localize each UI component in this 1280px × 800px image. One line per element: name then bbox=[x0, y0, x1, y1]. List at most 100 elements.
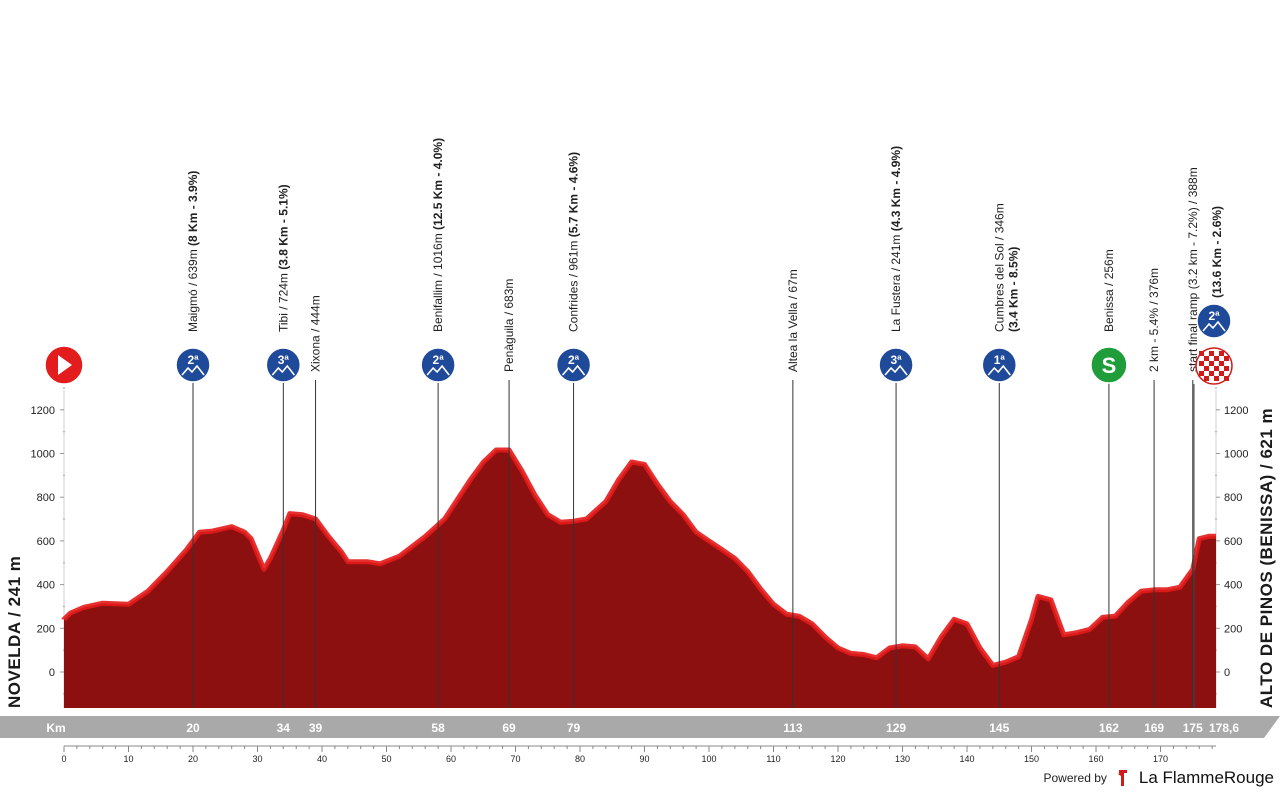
mountain-icon bbox=[271, 364, 295, 376]
mountain-icon bbox=[561, 364, 586, 376]
km-tick-label: 130 bbox=[895, 754, 910, 764]
y-minor-dot-right bbox=[1215, 387, 1217, 389]
km-tick-label: 50 bbox=[382, 754, 392, 764]
y-minor-dot-left bbox=[63, 561, 65, 564]
play-icon bbox=[58, 355, 72, 375]
km-point-label: 145 bbox=[989, 721, 1009, 735]
km-point-label: 79 bbox=[567, 721, 581, 735]
km-tick-label: 80 bbox=[575, 754, 585, 764]
point-name: La Fustera / 241m bbox=[889, 235, 903, 332]
start-label: NOVELDA / 241 m bbox=[5, 556, 24, 708]
y-minor-dot-right bbox=[1215, 430, 1217, 433]
point-name: Xixona / 444m bbox=[309, 295, 323, 372]
y-tick-label-right: 1200 bbox=[1224, 405, 1248, 417]
mountain-icon bbox=[987, 364, 1011, 376]
y-tick-label-right: 600 bbox=[1224, 536, 1242, 548]
finish-checker bbox=[1199, 361, 1204, 366]
climb-badge-circle bbox=[420, 347, 456, 383]
point-detail: (12.5 Km - 4.0%) bbox=[431, 138, 445, 233]
km-total-label: 178,6 bbox=[1209, 721, 1239, 735]
climb-badge-circle bbox=[878, 347, 914, 383]
point-name-label: Altea la Vella / 67m bbox=[786, 269, 800, 372]
y-minor-dot-right bbox=[1215, 518, 1217, 520]
climb-badge: 1ª bbox=[981, 347, 1018, 383]
km-point-label: 39 bbox=[309, 721, 323, 735]
finish-checker bbox=[1204, 356, 1209, 361]
y-tick-label-right: 0 bbox=[1224, 667, 1230, 679]
point-name: Confrides / 961m bbox=[567, 241, 581, 332]
finish-checker bbox=[1219, 351, 1224, 356]
point-detail: (8 Km - 3.9%) bbox=[186, 171, 200, 250]
point-name-label: Confrides / 961m (5.7 Km - 4.6%) bbox=[567, 152, 581, 332]
km-point-label: 129 bbox=[886, 721, 906, 735]
point-detail: (5.7 Km - 4.6%) bbox=[567, 152, 581, 241]
km-tick-label: 70 bbox=[511, 754, 521, 764]
sprint-circle bbox=[1090, 346, 1128, 384]
mountain-icon bbox=[181, 364, 205, 376]
finish-checker bbox=[1214, 356, 1219, 361]
y-tick-label-left: 1200 bbox=[31, 405, 55, 417]
km-point-label: 20 bbox=[186, 721, 200, 735]
km-point-label: 113 bbox=[783, 721, 803, 735]
km-axis-title: Km bbox=[46, 721, 65, 735]
climb-category-label: 2ª bbox=[433, 353, 445, 367]
y-minor-dot-right bbox=[1215, 474, 1217, 477]
km-tick-label: 20 bbox=[188, 754, 198, 764]
km-tick-label: 170 bbox=[1153, 754, 1168, 764]
finish-climb-detail: (13.6 Km - 2.6%) bbox=[1210, 206, 1224, 298]
point-detail: (3.8 Km - 5.1%) bbox=[276, 184, 290, 273]
point-detail: (4.3 Km - 4.9%) bbox=[889, 146, 903, 235]
y-minor-dot-left bbox=[63, 387, 65, 389]
profile-edge bbox=[61, 447, 1216, 668]
km-point-label: 162 bbox=[1099, 721, 1119, 735]
finish-badge bbox=[1195, 347, 1233, 385]
point-name: 2 km - 5.4% / 376m bbox=[1147, 268, 1161, 372]
mountain-icon bbox=[1202, 320, 1226, 332]
point-name: Benifallim / 1016m bbox=[431, 233, 445, 332]
km-tick-label: 100 bbox=[702, 754, 717, 764]
finish-checker bbox=[1224, 366, 1229, 371]
y-tick-label-left: 1000 bbox=[31, 449, 55, 461]
climb-badge-circle bbox=[555, 347, 592, 383]
km-tick-label: 10 bbox=[123, 754, 133, 764]
climb-category-label: 3ª bbox=[278, 353, 290, 367]
climb-category-label: 2ª bbox=[1208, 309, 1220, 323]
finish-checker bbox=[1219, 371, 1224, 376]
km-tick-label: 40 bbox=[317, 754, 327, 764]
climb-badge: 3ª bbox=[878, 347, 914, 383]
km-point-label: 175 bbox=[1183, 721, 1203, 735]
point-name-label: Penàguila / 683m bbox=[502, 279, 516, 372]
climb-badge: 3ª bbox=[265, 347, 302, 383]
y-tick-label-left: 800 bbox=[37, 492, 55, 504]
point-name-label: Benifallim / 1016m (12.5 Km - 4.0%) bbox=[431, 138, 445, 332]
profile-area bbox=[64, 450, 1216, 708]
point-name: Maigmó / 639m bbox=[186, 249, 200, 332]
km-tick-label: 30 bbox=[252, 754, 262, 764]
mountain-icon bbox=[426, 364, 450, 376]
point-name-label: 2 km - 5.4% / 376m bbox=[1147, 268, 1161, 372]
y-tick-label-left: 600 bbox=[37, 536, 55, 548]
marker-badges-layer: 2ª 3ª 2ª 2ª 3ª 1ª S 2ª bbox=[44, 303, 1233, 385]
km-bar bbox=[0, 716, 1280, 738]
sprint-badge: S bbox=[1090, 346, 1128, 384]
powered-by-text: Powered by bbox=[1043, 771, 1107, 785]
y-tick-label-left: 200 bbox=[37, 623, 55, 635]
sprint-letter: S bbox=[1102, 353, 1117, 378]
y-tick-label-right: 1000 bbox=[1224, 449, 1248, 461]
y-minor-dot-left bbox=[63, 430, 65, 433]
finish-checker bbox=[1214, 366, 1219, 371]
y-tick-label-left: 400 bbox=[37, 580, 55, 592]
km-tick-label: 60 bbox=[446, 754, 456, 764]
finish-checker bbox=[1204, 376, 1209, 381]
y-tick-label-right: 800 bbox=[1224, 492, 1242, 504]
km-bar-layer: Km 0 10 20 30 40 50 60 70 80 90 100 110 120 130 140 150 1… bbox=[0, 716, 1280, 764]
climb-badge-circle bbox=[1196, 303, 1232, 339]
axes-layer: 0 0 200 200 400 400 600 600 800 800 1000 1000 1200 12… bbox=[31, 387, 1248, 708]
climb-category-label: 2ª bbox=[187, 353, 199, 367]
point-labels-layer: Maigmó / 639m (8 Km - 3.9%) Tibi / 724m (… bbox=[186, 138, 1224, 372]
point-name: Tibi / 724m bbox=[276, 273, 290, 332]
y-minor-dot-left bbox=[63, 474, 65, 477]
y-tick-label-right: 200 bbox=[1224, 623, 1242, 635]
